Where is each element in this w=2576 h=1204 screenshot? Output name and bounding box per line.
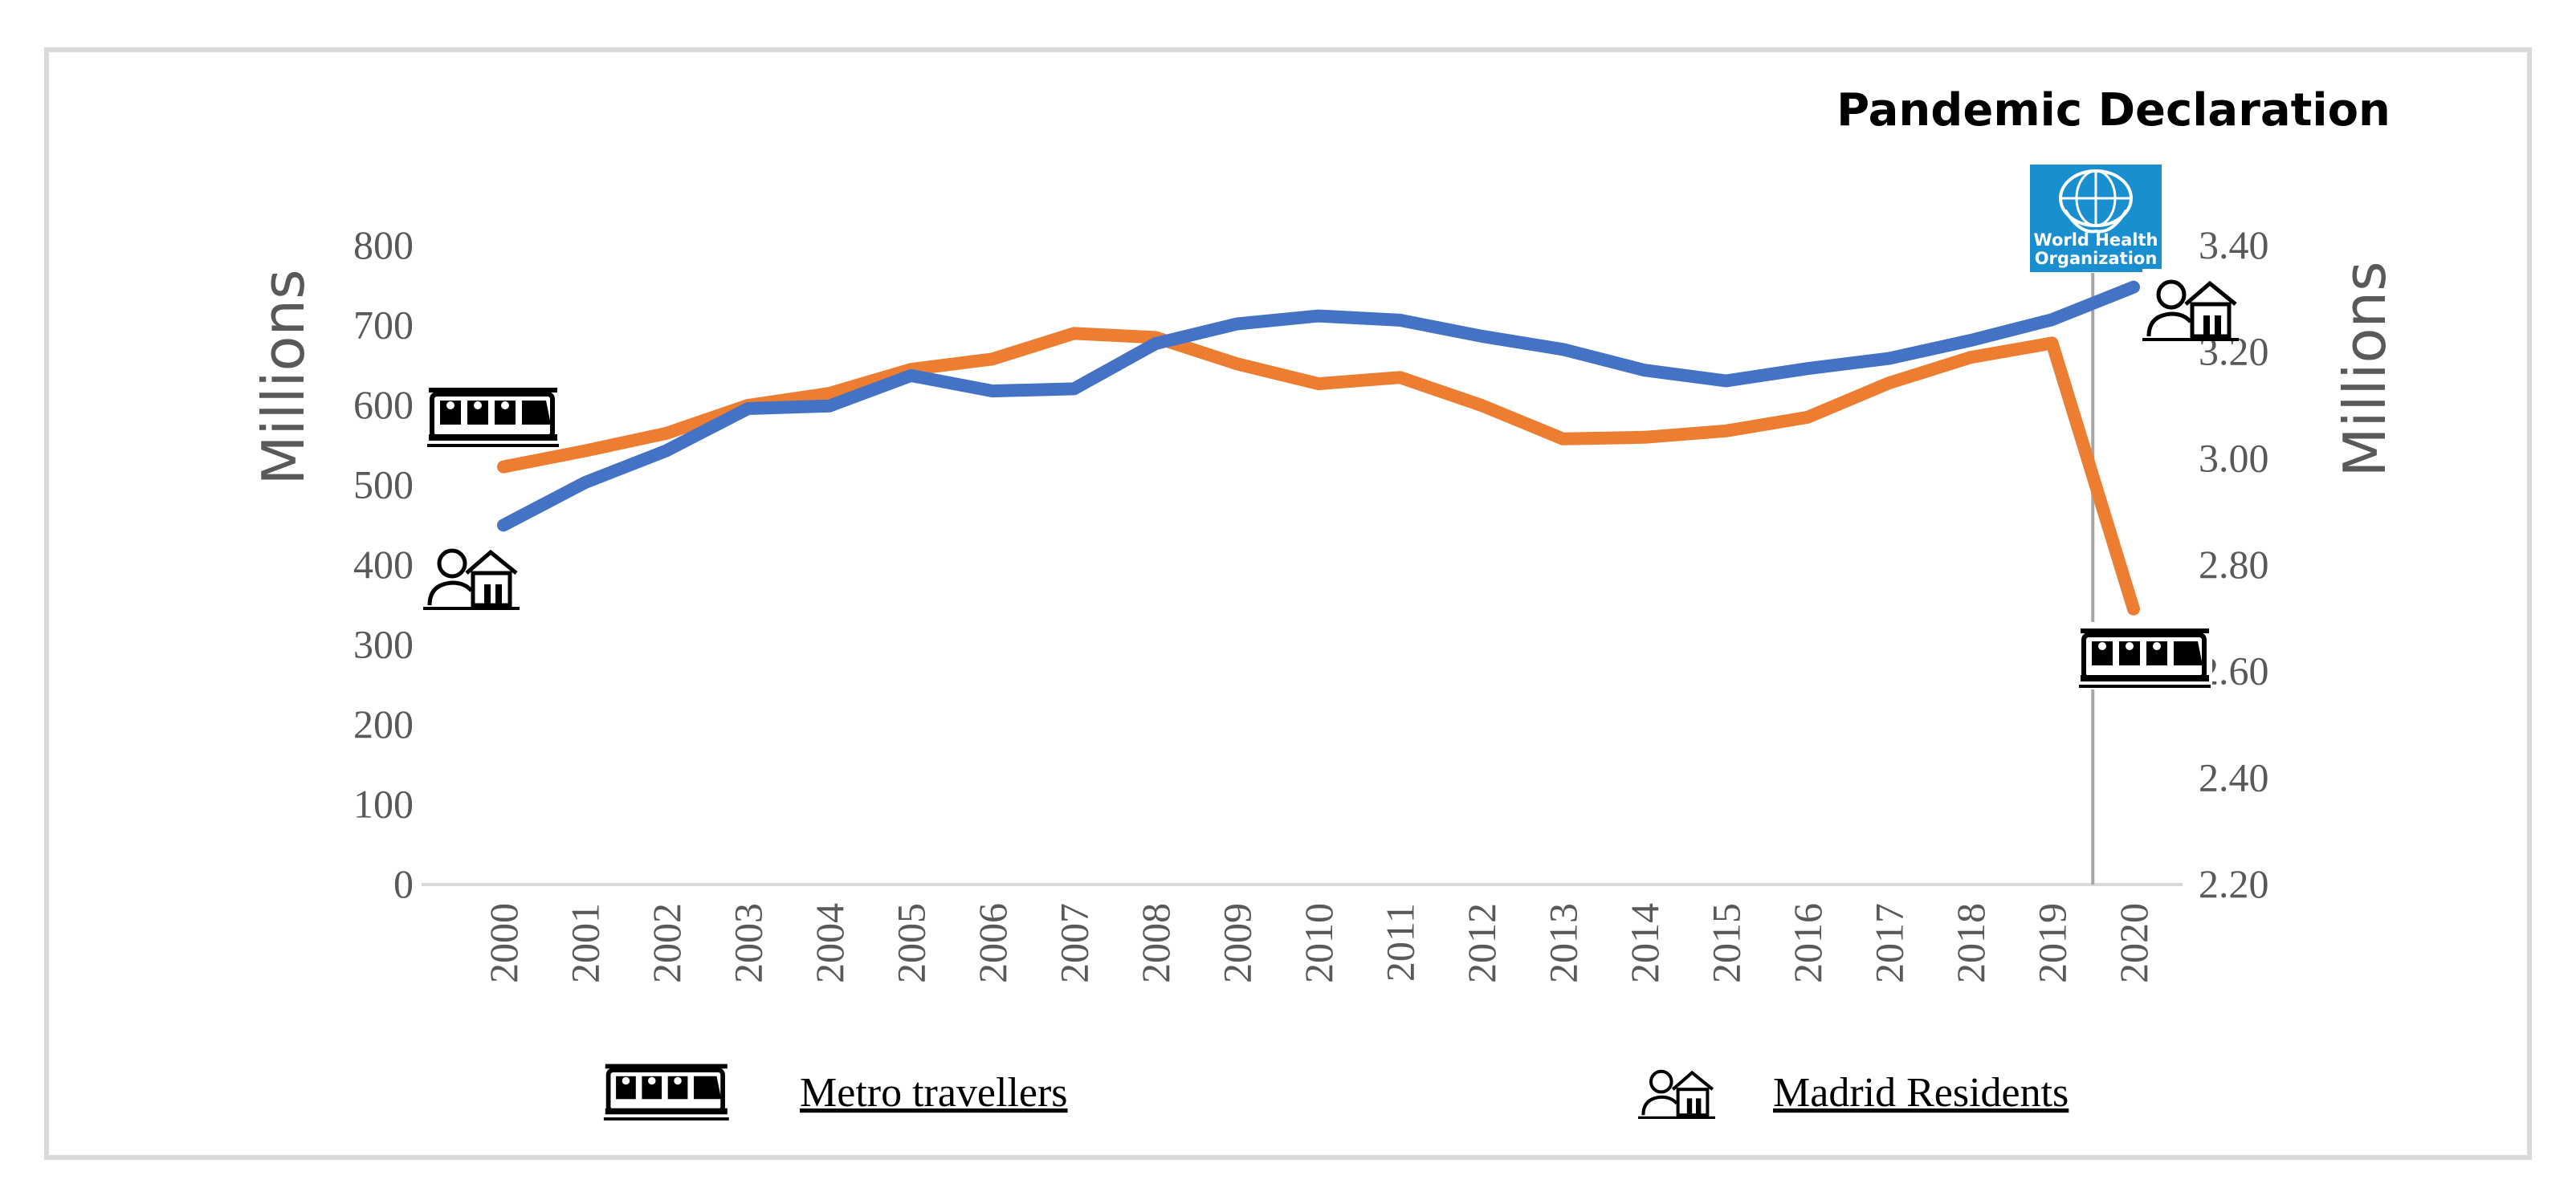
x-axis-tick: 2003 bbox=[726, 903, 771, 983]
x-axis-tick: 2005 bbox=[889, 903, 934, 983]
residents-series-line bbox=[497, 280, 2140, 532]
legend-residents-icon bbox=[1638, 1061, 1715, 1119]
left-axis-title: Millions bbox=[250, 269, 317, 485]
x-axis-tick: 2001 bbox=[563, 903, 608, 983]
x-axis-tick: 2008 bbox=[1133, 903, 1178, 983]
x-axis-tick: 2009 bbox=[1215, 903, 1260, 983]
legend-residents-label: Madrid Residents bbox=[1773, 1070, 2069, 1116]
right-axis-tick: 2.20 bbox=[2199, 861, 2269, 906]
right-axis-title: Millions bbox=[2331, 261, 2399, 477]
x-axis-tick: 2011 bbox=[1378, 903, 1423, 982]
left-axis-tick: 200 bbox=[353, 702, 414, 746]
left-axis-tick: 0 bbox=[393, 861, 414, 906]
right-axis-tick: 2.40 bbox=[2199, 755, 2269, 799]
right-axis-tick: 3.00 bbox=[2199, 435, 2269, 480]
x-axis-tick: 2010 bbox=[1296, 903, 1341, 983]
legend-metro-icon bbox=[602, 1058, 731, 1122]
right-axis-tick: 3.40 bbox=[2199, 222, 2269, 267]
left-axis-tick: 500 bbox=[353, 462, 414, 507]
right-axis-tick: 2.80 bbox=[2199, 542, 2269, 587]
resident-house-icon bbox=[423, 538, 520, 610]
x-axis-tick: 2016 bbox=[1785, 903, 1830, 983]
x-axis-tick: 2013 bbox=[1541, 903, 1586, 983]
metro-train-icon bbox=[2077, 622, 2212, 689]
x-axis-tick: 2007 bbox=[1052, 903, 1097, 983]
who-logo-text-line1: World Health bbox=[2034, 230, 2158, 250]
resident-house-icon bbox=[2142, 269, 2239, 341]
x-axis-tick: 2015 bbox=[1704, 903, 1749, 983]
x-axis-tick: 2014 bbox=[1622, 903, 1667, 983]
left-axis-tick: 600 bbox=[353, 382, 414, 427]
metro-series-line bbox=[497, 327, 2140, 616]
who-logo bbox=[2030, 165, 2162, 272]
left-axis-tick: 700 bbox=[353, 303, 414, 348]
x-axis-tick: 2017 bbox=[1867, 903, 1912, 983]
x-axis-tick: 2012 bbox=[1459, 903, 1504, 983]
left-axis-tick: 300 bbox=[353, 622, 414, 667]
x-axis-tick: 2006 bbox=[970, 903, 1015, 983]
metro-train-icon bbox=[426, 381, 560, 449]
left-axis-tick: 800 bbox=[353, 222, 414, 267]
x-axis-tick: 2019 bbox=[2030, 903, 2075, 983]
annotation-title: Pandemic Declaration bbox=[1836, 84, 2391, 136]
chart-frame bbox=[44, 47, 2532, 1160]
left-axis-tick: 100 bbox=[353, 782, 414, 827]
x-axis-tick: 2020 bbox=[2111, 903, 2156, 983]
x-axis-tick: 2000 bbox=[481, 903, 526, 983]
legend-metro-label: Metro travellers bbox=[800, 1070, 1068, 1116]
x-axis-tick: 2018 bbox=[1948, 903, 1993, 983]
left-axis-tick: 400 bbox=[353, 542, 414, 587]
x-axis-tick: 2004 bbox=[807, 903, 852, 983]
who-logo-text-line2: Organization bbox=[2035, 249, 2158, 268]
x-axis-tick: 2002 bbox=[644, 903, 689, 983]
